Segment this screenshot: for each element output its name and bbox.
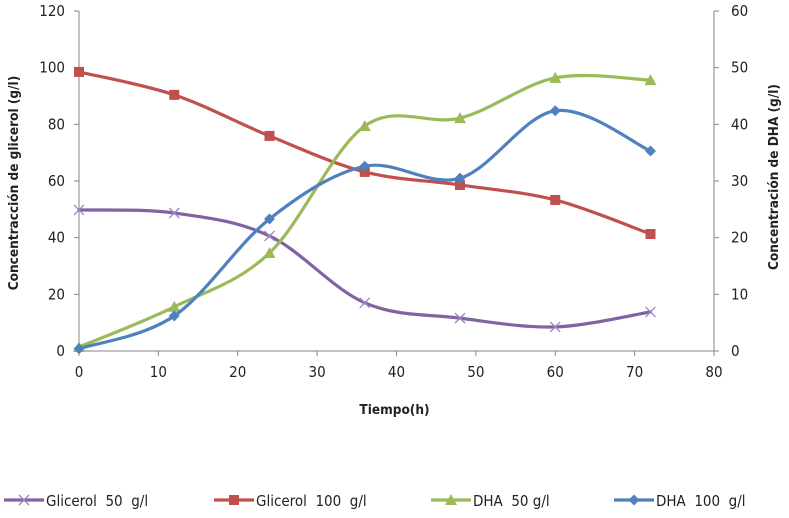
y-tick-label: 100: [39, 59, 65, 77]
x-tick-label: 30: [309, 363, 326, 381]
y-tick-label: 60: [48, 172, 65, 190]
series-layer: [73, 66, 657, 355]
marker-stroke: [359, 297, 371, 309]
y2-tick-label: 30: [731, 172, 748, 190]
data-point: [550, 194, 561, 205]
legend-item: DHA 100 g/l: [614, 492, 746, 510]
marker-stroke: [264, 230, 275, 242]
legend-label: DHA 100 g/l: [656, 492, 746, 510]
y2-tick-label: 0: [731, 342, 740, 360]
marker-stroke: [73, 204, 85, 216]
series-1: [74, 66, 656, 239]
y-axis-title: Concentracción de glicerol (g/l): [6, 76, 22, 290]
x-tick-label: 70: [626, 363, 643, 381]
data-point: [359, 160, 371, 172]
legend-marker: [229, 495, 239, 505]
series-0: [73, 204, 656, 333]
y-tick-label: 80: [48, 115, 65, 133]
series-line: [77, 70, 653, 236]
data-point: [264, 213, 275, 225]
legend: Glicerol 50 g/l Glicerol 100 g/l DHA 50 g/…: [4, 492, 746, 510]
data-point: [549, 71, 562, 83]
y2-tick-label: 40: [731, 115, 748, 133]
data-point: [169, 89, 180, 100]
legend-marker: [628, 494, 640, 506]
data-point: [168, 310, 180, 322]
x-tick-label: 10: [150, 363, 167, 381]
series-3: [73, 105, 656, 355]
y-tick-label: 0: [56, 342, 65, 360]
y2-axis-title: Concentración de DHA (g/l): [766, 84, 782, 270]
legend-label: Glicerol 50 g/l: [46, 492, 148, 510]
legend-marker: [445, 494, 457, 505]
x-tick-label: 50: [467, 363, 484, 381]
data-point: [359, 297, 371, 309]
marker-stroke: [454, 312, 466, 324]
legend-item: Glicerol 100 g/l: [214, 492, 367, 510]
x-axis-title: Tiempo(h): [359, 402, 429, 418]
data-point: [645, 228, 656, 239]
x-tick-label: 60: [547, 363, 564, 381]
marker-stroke: [549, 321, 561, 333]
data-point: [168, 207, 180, 219]
marker-stroke: [18, 494, 30, 506]
data-point: [263, 246, 276, 258]
data-point: [454, 112, 466, 124]
data-point: [549, 105, 561, 117]
x-tick-label: 40: [388, 363, 405, 381]
legend-item: Glicerol 50 g/l: [4, 492, 148, 510]
data-point: [358, 120, 371, 132]
y-tick-label: 20: [48, 285, 65, 303]
marker-stroke: [645, 306, 656, 318]
data-point: [454, 312, 466, 324]
data-point: [645, 145, 656, 157]
data-point: [168, 300, 181, 312]
data-point: [264, 230, 275, 242]
marker-stroke: [168, 207, 180, 219]
legend-label: Glicerol 100 g/l: [256, 492, 367, 510]
y-tick-label: 120: [39, 2, 65, 20]
data-point: [645, 306, 656, 318]
axes: 0 10 20 30 40 50 60 70 80 0 20 40 60 80 100 120 0 10 20 30 4…: [39, 2, 748, 381]
data-point: [644, 74, 657, 86]
data-point: [74, 66, 84, 77]
y2-tick-label: 60: [731, 2, 748, 20]
series-line: [77, 208, 653, 329]
legend-item: DHA 50 g/l: [431, 492, 550, 510]
data-point: [73, 204, 85, 216]
y-tick-label: 40: [48, 229, 65, 247]
x-tick-label: 0: [75, 363, 84, 381]
x-tick-label: 20: [229, 363, 246, 381]
data-point: [264, 130, 275, 141]
data-point: [454, 172, 466, 184]
legend-marker: [18, 494, 30, 506]
x-tick-label: 80: [705, 363, 722, 381]
y2-tick-label: 10: [731, 285, 748, 303]
data-point: [359, 166, 370, 177]
y2-tick-label: 20: [731, 229, 748, 247]
data-point: [549, 321, 561, 333]
data-point: [455, 179, 465, 190]
data-point: [73, 343, 85, 355]
y2-tick-label: 50: [731, 59, 748, 77]
legend-label: DHA 50 g/l: [473, 492, 550, 510]
